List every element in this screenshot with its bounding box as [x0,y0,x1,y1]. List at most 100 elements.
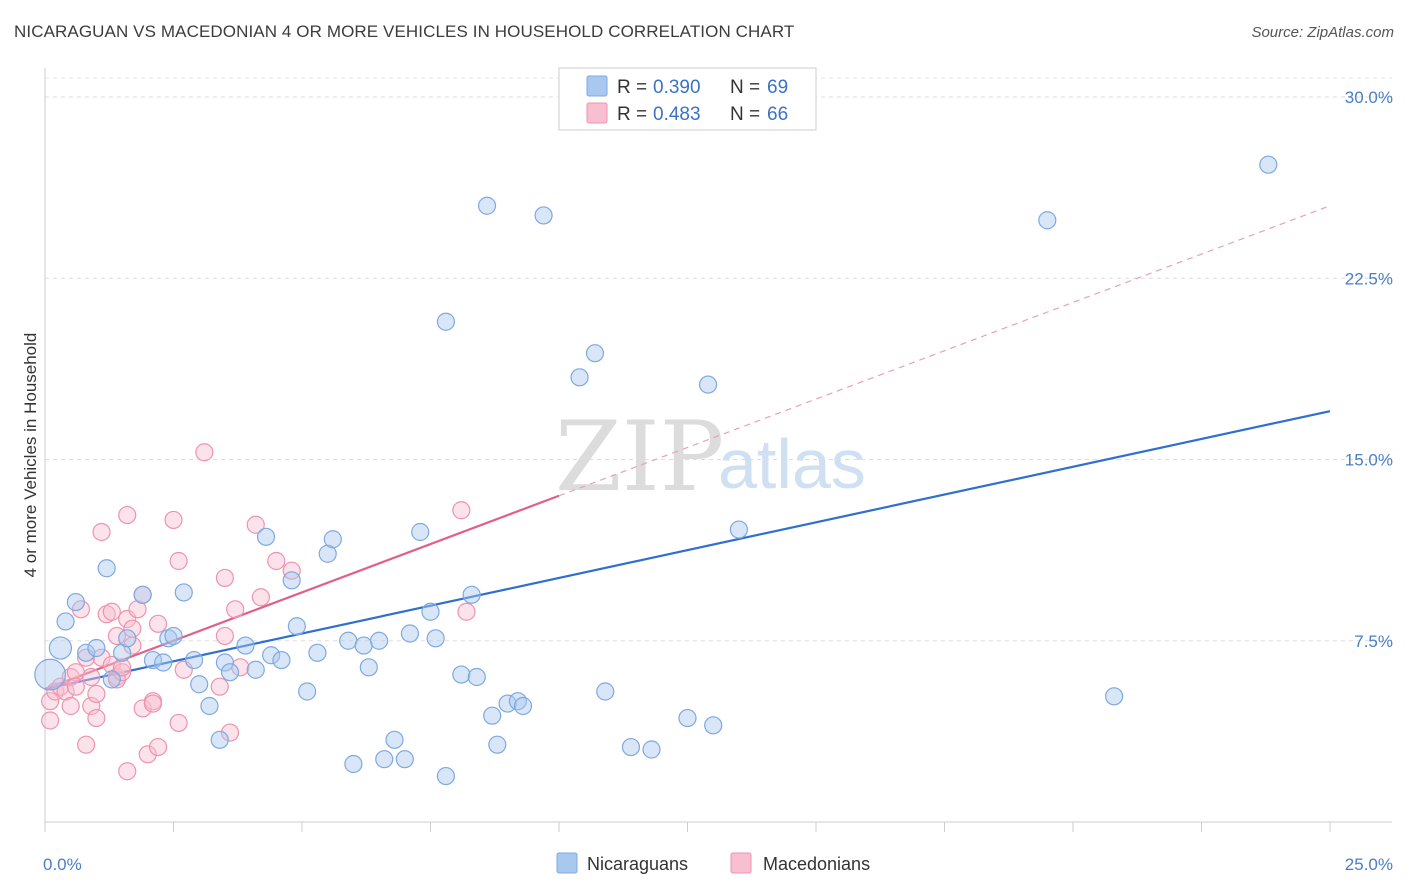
nicaraguan-point [477,196,497,215]
nicaraguan-point [48,636,73,660]
nicaraguan-point [34,658,67,691]
macedonian-point [118,762,137,781]
y-axis-label: 4 or more Vehicles in Household [21,333,40,578]
nicaraguan-point [112,643,132,662]
nicaraguan-point [262,646,281,665]
nicaraguan-point [339,631,358,650]
macedonian-point [128,600,147,619]
nicaraguan-point [698,375,718,394]
nicaraguan-point [375,750,394,769]
nicaraguan-point [174,583,193,602]
nicaraguan-point [483,706,502,725]
legend-swatch-nicaraguans [586,75,608,97]
macedonian-point [226,600,245,619]
nicaraguan-point [1038,211,1057,230]
macedonian-point [148,737,168,757]
nicaraguan-point [436,312,456,331]
y-tick-label: 30.0% [1345,88,1393,107]
macedonian-point [87,708,106,728]
nicaraguan-point [678,708,697,728]
trend-lines [44,205,1331,691]
nicaraguan-point [359,658,378,677]
nicaraguan-point [272,650,291,670]
nicaraguan-trend-line [44,410,1331,691]
macedonian-point [220,723,240,742]
watermark-zip: ZIP [555,401,724,513]
nicaraguan-point [66,592,85,612]
nicaraguan-point [596,682,615,701]
macedonian-point [164,510,183,530]
macedonian-point [143,694,163,713]
bottom-legend-label-macedonians: Macedonians [763,854,870,874]
nicaraguan-point [190,675,209,694]
macedonian-point [457,602,476,621]
macedonian-point [112,663,132,682]
watermark-atlas: atlas [718,425,866,503]
nicaraguan-point [56,612,75,631]
macedonian-point [133,699,152,718]
bottom-legend-swatch-macedonians [730,852,752,874]
macedonian-point [282,561,301,580]
data-points [34,155,1278,786]
nicaraguan-point [1105,687,1124,706]
nicaraguan-point [246,660,265,679]
nicaraguan-point [467,667,486,687]
nicaraguan-point [200,696,219,716]
macedonian-point [82,667,101,687]
macedonian-point [41,711,60,730]
y-tick-label: 7.5% [1354,632,1393,651]
macedonian-point [102,602,121,621]
nicaraguan-point [97,559,116,578]
nicaraguan-point [184,650,204,670]
macedonian-point [210,677,229,696]
nicaraguan-point [411,522,430,542]
legend-r-value-2: 0.483 [653,104,701,125]
macedonian-point [148,614,168,633]
macedonian-point [77,735,96,754]
macedonian-trend-line [44,494,560,691]
macedonian-point [251,588,270,607]
axes [44,68,1392,832]
nicaraguan-point [164,626,183,646]
macedonian-point [61,696,80,716]
macedonian-point [82,696,101,716]
legend-n-value-1: 69 [767,77,788,98]
macedonian-point [452,501,471,520]
nicaraguan-point [236,636,255,655]
macedonian-point [87,684,106,704]
nicaraguan-point [508,692,527,711]
bottom-legend: Nicaraguans Macedonians [556,852,870,874]
nicaraguan-point [77,643,96,662]
nicaraguan-point [318,544,337,563]
nicaraguan-point [385,730,404,749]
y-tick-label: 22.5% [1345,269,1393,288]
macedonian-point [66,677,85,696]
nicaraguan-point [400,624,420,643]
macedonian-point [118,505,137,525]
nicaraguan-point [344,754,363,774]
y-tick-label: 15.0% [1345,451,1393,470]
macedonian-point [169,551,188,571]
nicaraguan-point [1259,155,1278,174]
macedonian-point [138,745,157,764]
x-tick-labels: 0.0% 25.0% [43,855,1393,874]
nicaraguan-point [621,737,641,757]
nicaraguan-point [370,631,389,650]
nicaraguan-point [488,735,507,754]
nicaraguan-point [395,750,414,769]
legend-n-label-2: N = [730,104,760,125]
nicaraguan-point [282,571,301,590]
macedonian-point [41,692,60,711]
nicaraguan-point [436,766,456,786]
nicaraguan-point [642,740,661,759]
x-tick-label: 0.0% [43,855,82,874]
legend-r-label-1: R = [617,77,647,98]
nicaraguan-point [354,636,373,655]
nicaraguan-point [87,638,106,658]
nicaraguan-point [210,730,229,749]
nicaraguan-point [534,206,553,225]
nicaraguan-point [421,602,440,621]
nicaraguan-point [462,585,481,604]
nicaraguan-point [308,643,327,662]
